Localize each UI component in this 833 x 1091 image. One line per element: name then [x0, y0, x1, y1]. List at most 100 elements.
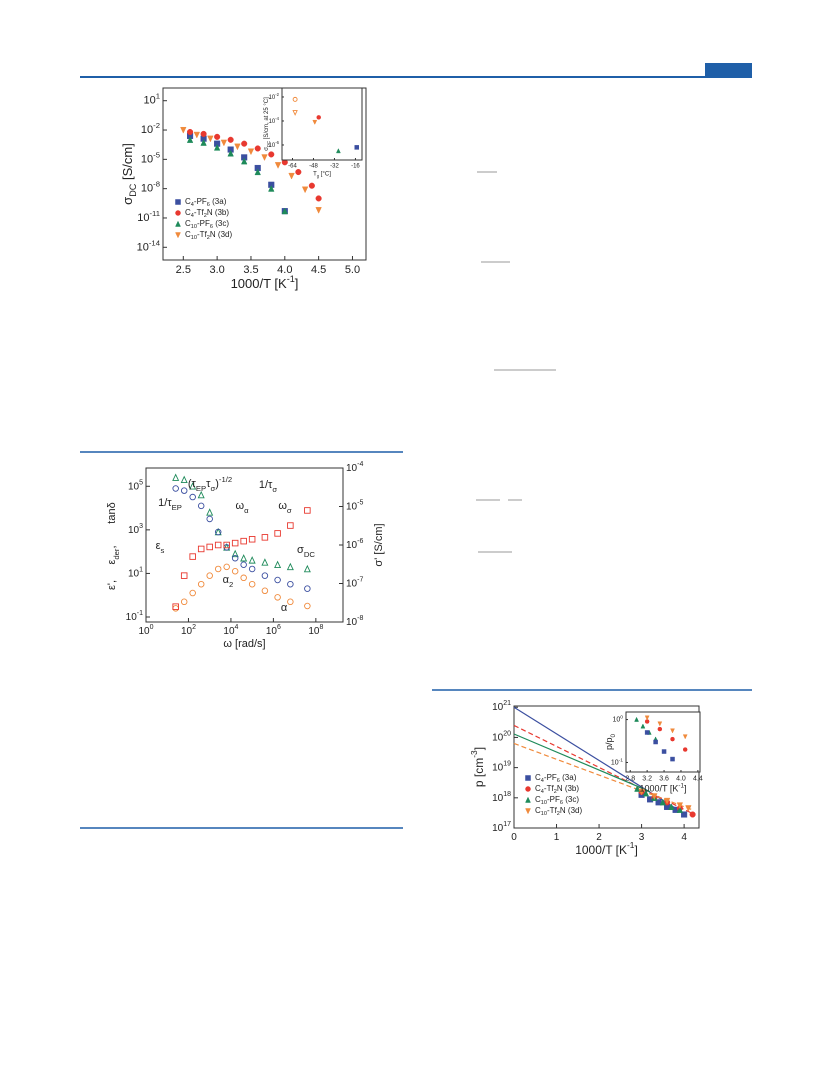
marker — [316, 115, 321, 120]
x-tick-label: 4.5 — [311, 264, 326, 276]
x-tick-label: 106 — [266, 624, 281, 636]
marker — [189, 482, 197, 490]
marker — [274, 576, 281, 584]
x-tick-label: -48 — [309, 163, 318, 169]
x-tick-label: -64 — [288, 163, 297, 169]
x-tick-label: 3.6 — [659, 775, 669, 782]
x-axis-label: 1000/T [K-1] — [640, 782, 687, 793]
y-tick-label: 10-11 — [137, 209, 160, 224]
marker — [175, 199, 181, 205]
annotation: (τEPτσ)-1/2 — [188, 475, 232, 493]
marker — [248, 565, 256, 573]
x-tick-label: 1 — [554, 832, 560, 843]
marker — [668, 803, 675, 810]
y2-tick-label: 10-6 — [346, 538, 363, 550]
marker — [261, 558, 269, 566]
marker — [292, 110, 298, 116]
y-axis-label: εder, — [106, 545, 121, 564]
marker — [304, 585, 311, 592]
marker — [175, 210, 181, 216]
plot-frame — [145, 467, 344, 623]
marker — [268, 151, 275, 158]
marker — [261, 534, 269, 541]
fit-line — [513, 724, 693, 815]
marker — [308, 182, 315, 189]
legend-label: C10-PF6 (3c) — [185, 219, 229, 230]
x-axis-label: Tg [°C] — [313, 171, 331, 178]
marker — [681, 811, 688, 818]
y-tick-label: 10-2 — [269, 92, 280, 101]
marker — [227, 149, 234, 157]
marker — [189, 493, 196, 501]
marker — [287, 598, 294, 606]
y-tick-label: 10-2 — [141, 121, 160, 136]
marker — [525, 808, 531, 815]
marker — [670, 728, 675, 734]
marker — [240, 574, 247, 582]
marker — [240, 554, 248, 562]
fit-line — [513, 733, 651, 793]
marker — [186, 136, 194, 143]
y-tick-label: 1017 — [492, 821, 511, 833]
marker — [247, 148, 255, 156]
marker — [197, 545, 205, 553]
x-tick-label: 2 — [596, 832, 602, 843]
marker — [175, 232, 181, 239]
y-axis-label: p [cm-3] — [469, 747, 486, 787]
marker — [200, 139, 207, 146]
x-tick-label: 0 — [511, 832, 517, 843]
y-axis-label: σDC [S/cm] — [120, 143, 138, 205]
marker — [682, 734, 688, 740]
marker — [197, 580, 205, 588]
marker — [180, 487, 188, 494]
y-tick-label: 105 — [128, 480, 143, 492]
inset-frame — [281, 87, 363, 161]
inset-frame — [625, 711, 701, 773]
marker — [295, 169, 302, 176]
x-tick-label: 100 — [138, 624, 153, 636]
legend-label: C4-PF6 (3a) — [535, 773, 577, 784]
marker — [268, 184, 275, 192]
marker — [304, 602, 311, 610]
marker — [206, 508, 214, 516]
marker — [254, 145, 261, 152]
legend-label: C10-Tf2N (3d) — [535, 806, 582, 817]
marker — [286, 562, 294, 571]
x-tick-label: 3.0 — [209, 264, 224, 276]
marker — [315, 207, 322, 214]
marker — [189, 553, 196, 560]
marker — [214, 133, 221, 140]
x-tick-label: 4.0 — [277, 264, 292, 276]
marker — [640, 723, 646, 729]
y-tick-label: 10-4 — [269, 116, 280, 125]
y-tick-label: 101 — [128, 567, 143, 579]
marker — [335, 148, 341, 154]
marker — [261, 572, 269, 579]
annotation: α — [281, 602, 288, 614]
marker — [206, 543, 213, 551]
x-tick-label: 3 — [639, 832, 645, 843]
x-axis-label: 1000/T [K-1] — [231, 274, 299, 291]
y-tick-label: 1021 — [492, 701, 511, 713]
marker — [659, 798, 667, 806]
marker — [180, 572, 188, 579]
x-tick-label: 5.0 — [345, 264, 360, 276]
header-tab — [705, 63, 752, 77]
x-tick-label: 4 — [681, 832, 687, 843]
marker — [180, 126, 187, 134]
marker — [200, 130, 207, 137]
marker — [231, 549, 239, 558]
annotation: σDC — [297, 544, 315, 559]
y2-tick-label: 10-7 — [346, 577, 363, 589]
marker — [241, 140, 248, 147]
x-tick-label: 2.8 — [625, 775, 635, 782]
marker — [231, 539, 239, 547]
annotation: 1/τσ — [259, 479, 278, 494]
marker — [676, 802, 684, 810]
annotation: α2 — [223, 574, 234, 589]
marker — [248, 536, 256, 543]
y-axis-label: ε', — [106, 580, 118, 590]
marker — [644, 715, 650, 721]
marker — [685, 805, 692, 812]
